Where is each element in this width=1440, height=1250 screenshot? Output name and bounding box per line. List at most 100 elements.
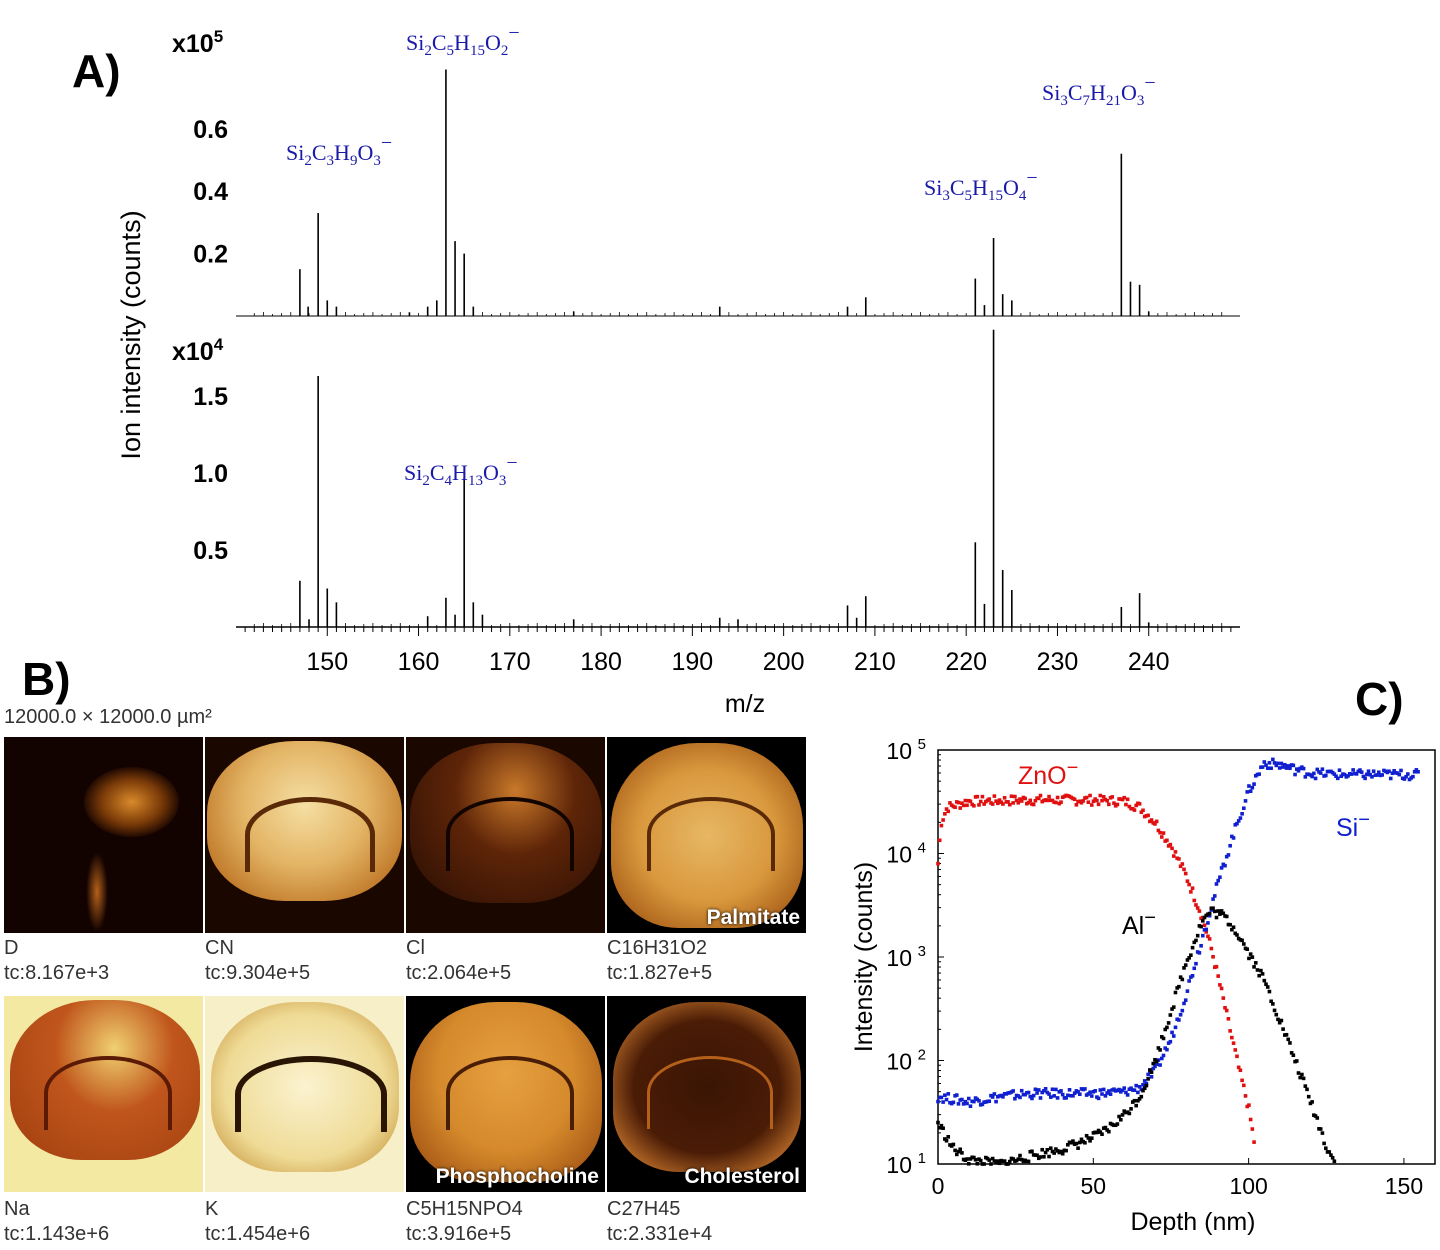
x-tick-label: 210 (854, 648, 896, 676)
depth-profile-point (1182, 966, 1186, 970)
depth-profile-point (1030, 1096, 1034, 1101)
depth-profile-point (1007, 1159, 1012, 1164)
x-tick-label: 150 (1385, 1173, 1423, 1199)
depth-profile-point (936, 1099, 940, 1104)
depth-profile-point (1248, 952, 1253, 956)
depth-profile-point (973, 1157, 978, 1162)
depth-profile-point (1170, 1030, 1174, 1035)
depth-profile-point (1136, 1098, 1140, 1103)
depth-profile-point (1375, 773, 1379, 777)
depth-profile-point (1185, 958, 1190, 962)
depth-profile-point (1031, 1093, 1036, 1098)
depth-profile-point (1055, 795, 1060, 800)
depth-profile-point (1023, 1092, 1027, 1097)
depth-profile-point (1337, 768, 1342, 773)
depth-profile-point (1250, 955, 1255, 959)
depth-profile-point (1156, 1046, 1161, 1050)
depth-profile-point (1267, 989, 1272, 994)
depth-profile-point (1211, 906, 1215, 910)
depth-profile-point (1204, 930, 1209, 934)
depth-profile-point (1144, 1083, 1149, 1088)
depth-profile-point (1071, 1093, 1075, 1098)
depth-profile-point (1125, 797, 1130, 802)
depth-profile-point (1149, 1070, 1154, 1074)
depth-profile-point (936, 861, 940, 866)
depth-profile-point (1209, 946, 1214, 951)
depth-profile-point (1288, 766, 1292, 771)
depth-profile-point (1028, 1094, 1033, 1099)
depth-profile-point (936, 1120, 940, 1125)
depth-profile-point (1366, 769, 1371, 774)
depth-profile-point (980, 1102, 985, 1107)
depth-profile-point (1074, 803, 1079, 807)
depth-profile-point (1146, 1072, 1150, 1077)
x-tick-label: 170 (489, 648, 531, 676)
tile-caption-tc: tc:3.916e+5 (406, 1223, 512, 1245)
depth-profile-point (1281, 765, 1285, 769)
series-label-zno: ZnO− (1018, 757, 1078, 790)
depth-profile-point (1228, 922, 1232, 927)
depth-profile-point (1178, 975, 1183, 979)
depth-profile-point (1120, 1088, 1125, 1093)
depth-profile-point (1095, 798, 1099, 803)
depth-profile-point (1376, 770, 1381, 775)
depth-profile-point (1078, 1140, 1082, 1145)
depth-profile-point (1212, 894, 1217, 898)
depth-profile-point (1368, 772, 1373, 777)
depth-profile-point (937, 838, 942, 843)
depth-profile-point (1042, 1154, 1046, 1159)
y-tick-label: 10 (886, 1049, 912, 1075)
depth-profile-point (1192, 940, 1197, 945)
depth-profile-point (1312, 771, 1316, 776)
depth-profile-point (1272, 1008, 1277, 1013)
y-tick-label: 1.5 (193, 383, 228, 411)
depth-profile-point (1214, 964, 1219, 969)
depth-profile-point (939, 1123, 944, 1128)
depth-profile-point (1264, 763, 1268, 767)
depth-profile-point (1091, 799, 1096, 804)
depth-profile-point (987, 1099, 992, 1104)
depth-profile-point (1271, 1002, 1275, 1006)
depth-profile-point (1253, 961, 1258, 965)
depth-profile-point (960, 801, 964, 806)
y-tick-exponent: 3 (918, 943, 926, 960)
series-label-al: Al− (1122, 907, 1156, 940)
tile-cn (205, 737, 404, 933)
depth-profile-point (1105, 1091, 1109, 1095)
depth-profile-point (1038, 1096, 1043, 1100)
depth-profile-point (1224, 1008, 1229, 1013)
depth-profile-point (1206, 934, 1210, 939)
x-tick-label: 190 (672, 648, 714, 676)
depth-profile-point (1137, 802, 1142, 806)
depth-profile-point (1291, 1053, 1296, 1058)
depth-profile-point (1154, 1059, 1159, 1064)
depth-profile-point (1031, 802, 1036, 807)
depth-profile-point (1219, 909, 1224, 913)
depth-profile-point (1242, 942, 1246, 946)
depth-profile-point (1207, 911, 1212, 916)
depth-profile-point (1269, 999, 1273, 1004)
depth-profile-point (1235, 933, 1239, 937)
depth-profile-point (1089, 803, 1094, 807)
depth-profile-point (1276, 1017, 1280, 1022)
depth-profile-point (1236, 1065, 1241, 1070)
depth-profile-point (1112, 801, 1116, 805)
depth-profile-point (1006, 800, 1010, 804)
depth-profile-point (1324, 773, 1328, 778)
depth-profile-point (1233, 1048, 1238, 1052)
depth-profile-point (1194, 938, 1198, 943)
depth-profile-point (1137, 1084, 1142, 1089)
depth-profile-point (1028, 798, 1033, 803)
depth-profile-point (1358, 768, 1362, 772)
tile-caption-name: CN (205, 937, 234, 959)
depth-profile-point (1252, 782, 1256, 786)
depth-profile-point (1088, 1090, 1092, 1095)
depth-profile-point (1153, 1064, 1157, 1069)
depth-profile-point (1048, 1146, 1053, 1150)
depth-profile-point (1067, 1088, 1072, 1092)
depth-profile-point (1247, 1103, 1251, 1107)
depth-profile-point (1315, 1116, 1320, 1120)
tile-caption-name: K (205, 1198, 219, 1220)
depth-profile-point (1009, 794, 1014, 799)
depth-profile-point (1141, 1082, 1145, 1087)
